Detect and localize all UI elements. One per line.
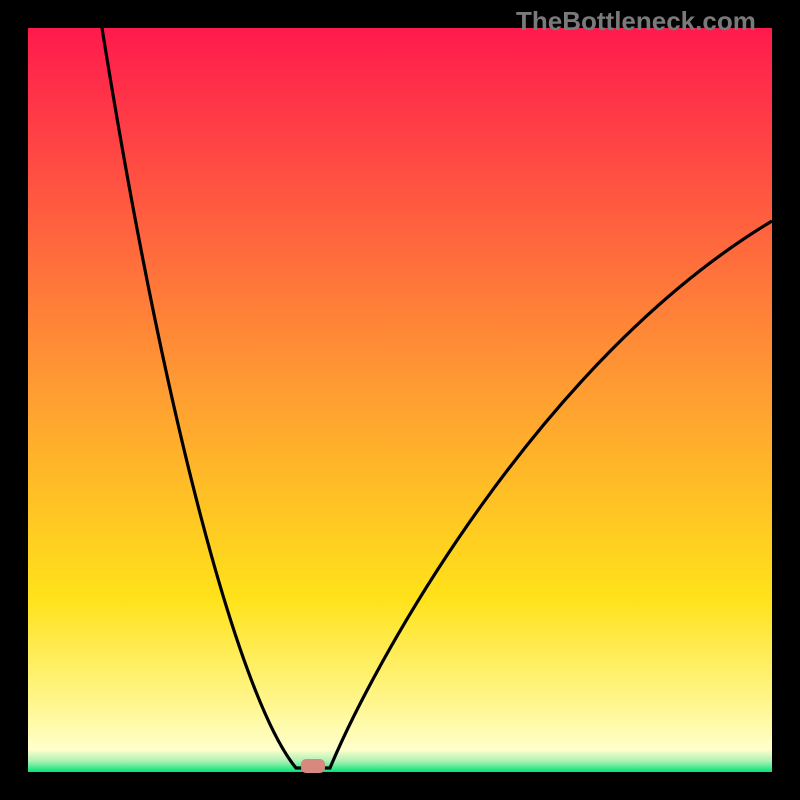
bottleneck-curve-svg bbox=[0, 0, 800, 800]
minimum-marker bbox=[301, 759, 325, 773]
watermark-text: TheBottleneck.com bbox=[516, 6, 756, 37]
bottleneck-curve-path bbox=[102, 28, 772, 768]
chart-container: TheBottleneck.com bbox=[0, 0, 800, 800]
